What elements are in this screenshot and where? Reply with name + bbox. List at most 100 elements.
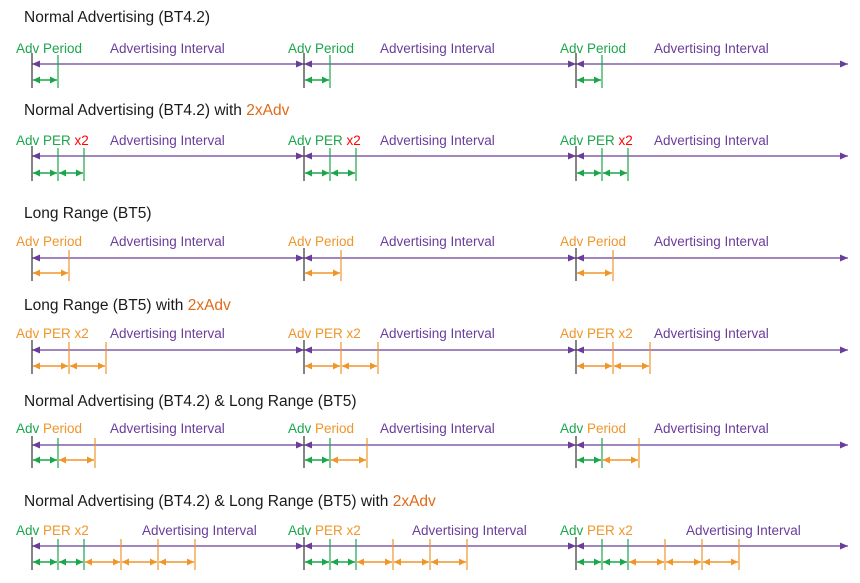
interval-arrowhead xyxy=(296,152,304,160)
adv-segment-arrowhead xyxy=(394,558,401,566)
adv-segment-arrowhead xyxy=(577,76,584,84)
adv-period-label-part: Adv PER x2 xyxy=(288,326,361,341)
interval-arrowhead xyxy=(32,254,40,262)
advertising-interval-label: Advertising Interval xyxy=(110,326,225,341)
interval-arrowhead xyxy=(304,441,312,449)
adv-period-label: Adv PER x2 xyxy=(288,523,361,538)
adv-segment-arrowhead xyxy=(87,456,94,464)
adv-period-label-part: Adv xyxy=(288,421,312,436)
adv-period-label: Adv Period xyxy=(288,41,354,56)
adv-period-label: Adv PER x2 xyxy=(16,523,89,538)
adv-segment-arrowhead xyxy=(694,558,701,566)
row-title: Normal Advertising (BT4.2) & Long Range … xyxy=(24,393,357,410)
adv-segment-arrowhead xyxy=(370,362,377,370)
adv-period-label-part: PER xyxy=(311,523,343,538)
adv-period-label: Adv PER x2 xyxy=(560,133,633,148)
adv-segment-arrowhead xyxy=(331,169,338,177)
adv-segment-arrowhead xyxy=(85,558,92,566)
adv-period-label-part: x2 xyxy=(343,133,361,148)
advertising-interval-label: Advertising Interval xyxy=(380,234,495,249)
interval-arrowhead xyxy=(568,346,576,354)
adv-segment-arrowhead xyxy=(50,456,57,464)
interval-arrowhead xyxy=(296,60,304,68)
row-title-highlight: 2xAdv xyxy=(188,297,231,314)
adv-segment-arrowhead xyxy=(620,558,627,566)
interval-arrowhead xyxy=(304,346,312,354)
adv-segment-arrowhead xyxy=(159,558,166,566)
adv-segment-arrowhead xyxy=(150,558,157,566)
row-title: Normal Advertising (BT4.2) & Long Range … xyxy=(24,493,436,510)
adv-segment-arrowhead xyxy=(422,558,429,566)
adv-period-label: Adv PER x2 xyxy=(288,326,361,341)
adv-segment-arrowhead xyxy=(348,558,355,566)
advertising-interval-label: Advertising Interval xyxy=(110,234,225,249)
adv-period-label: Adv Period xyxy=(560,41,626,56)
interval-arrowhead xyxy=(568,254,576,262)
adv-segment-arrowhead xyxy=(76,558,83,566)
interval-arrowhead xyxy=(840,346,848,354)
adv-period-label-part: Adv PER xyxy=(16,133,71,148)
adv-period-label-part: Adv Period xyxy=(560,234,626,249)
advertising-interval-label: Advertising Interval xyxy=(380,41,495,56)
advertising-interval-label: Advertising Interval xyxy=(654,41,769,56)
adv-segment-arrowhead xyxy=(577,362,584,370)
adv-segment-arrowhead xyxy=(459,558,466,566)
adv-segment-arrowhead xyxy=(59,169,66,177)
adv-segment-arrowhead xyxy=(33,456,40,464)
adv-period-label: Adv PER x2 xyxy=(16,133,89,148)
advertising-interval-label: Advertising Interval xyxy=(380,133,495,148)
interval-arrowhead xyxy=(304,542,312,550)
adv-segment-arrowhead xyxy=(305,76,312,84)
adv-segment-arrowhead xyxy=(642,362,649,370)
row-title-text: Normal Advertising (BT4.2) with xyxy=(24,102,246,119)
adv-segment-arrowhead xyxy=(33,269,40,277)
timing-row: Long Range (BT5) Adv Period Advertising In… xyxy=(16,205,848,281)
adv-segment-arrowhead xyxy=(59,558,66,566)
adv-segment-arrowhead xyxy=(305,269,312,277)
interval-arrowhead xyxy=(568,60,576,68)
interval-arrowhead xyxy=(576,60,584,68)
adv-segment-arrowhead xyxy=(431,558,438,566)
adv-segment-arrowhead xyxy=(333,362,340,370)
interval-arrowhead xyxy=(576,346,584,354)
adv-period-label-part: PER xyxy=(39,523,71,538)
adv-segment-arrowhead xyxy=(359,456,366,464)
interval-arrowhead xyxy=(840,152,848,160)
interval-arrowhead xyxy=(576,152,584,160)
row-title: Long Range (BT5) xyxy=(24,205,152,222)
adv-period-label-part: Adv PER xyxy=(288,133,343,148)
adv-period-label-part: x2 xyxy=(343,523,361,538)
adv-segment-arrowhead xyxy=(385,558,392,566)
interval-arrowhead xyxy=(296,441,304,449)
adv-segment-arrowhead xyxy=(305,169,312,177)
adv-segment-arrowhead xyxy=(76,169,83,177)
row-title: Long Range (BT5) with 2xAdv xyxy=(24,297,231,314)
adv-segment-arrowhead xyxy=(605,269,612,277)
adv-period-label-part: Adv Period xyxy=(288,234,354,249)
row-title-text: Long Range (BT5) with xyxy=(24,297,188,314)
row-title-highlight: 2xAdv xyxy=(246,102,289,119)
interval-arrowhead xyxy=(840,254,848,262)
adv-segment-arrowhead xyxy=(577,456,584,464)
advertising-interval-label: Advertising Interval xyxy=(110,421,225,436)
adv-segment-arrowhead xyxy=(620,169,627,177)
advertising-interval-label: Advertising Interval xyxy=(412,523,527,538)
adv-segment-arrowhead xyxy=(331,456,338,464)
advertising-interval-label: Advertising Interval xyxy=(142,523,257,538)
adv-segment-arrowhead xyxy=(594,76,601,84)
advertising-interval-label: Advertising Interval xyxy=(110,133,225,148)
adv-period-label-part: Adv Period xyxy=(288,41,354,56)
adv-period-label: Adv Period xyxy=(16,234,82,249)
advertising-interval-label: Advertising Interval xyxy=(654,133,769,148)
adv-segment-arrowhead xyxy=(322,169,329,177)
adv-period-label-part: Adv PER xyxy=(560,133,615,148)
interval-arrowhead xyxy=(32,152,40,160)
adv-period-label: Adv Period xyxy=(288,421,354,436)
adv-period-label-part: x2 xyxy=(71,133,89,148)
adv-segment-arrowhead xyxy=(657,558,664,566)
interval-arrowhead xyxy=(304,152,312,160)
adv-segment-arrowhead xyxy=(70,362,77,370)
row-title-highlight: 2xAdv xyxy=(393,493,436,510)
adv-period-label-part: Adv xyxy=(560,523,584,538)
adv-segment-arrowhead xyxy=(61,362,68,370)
